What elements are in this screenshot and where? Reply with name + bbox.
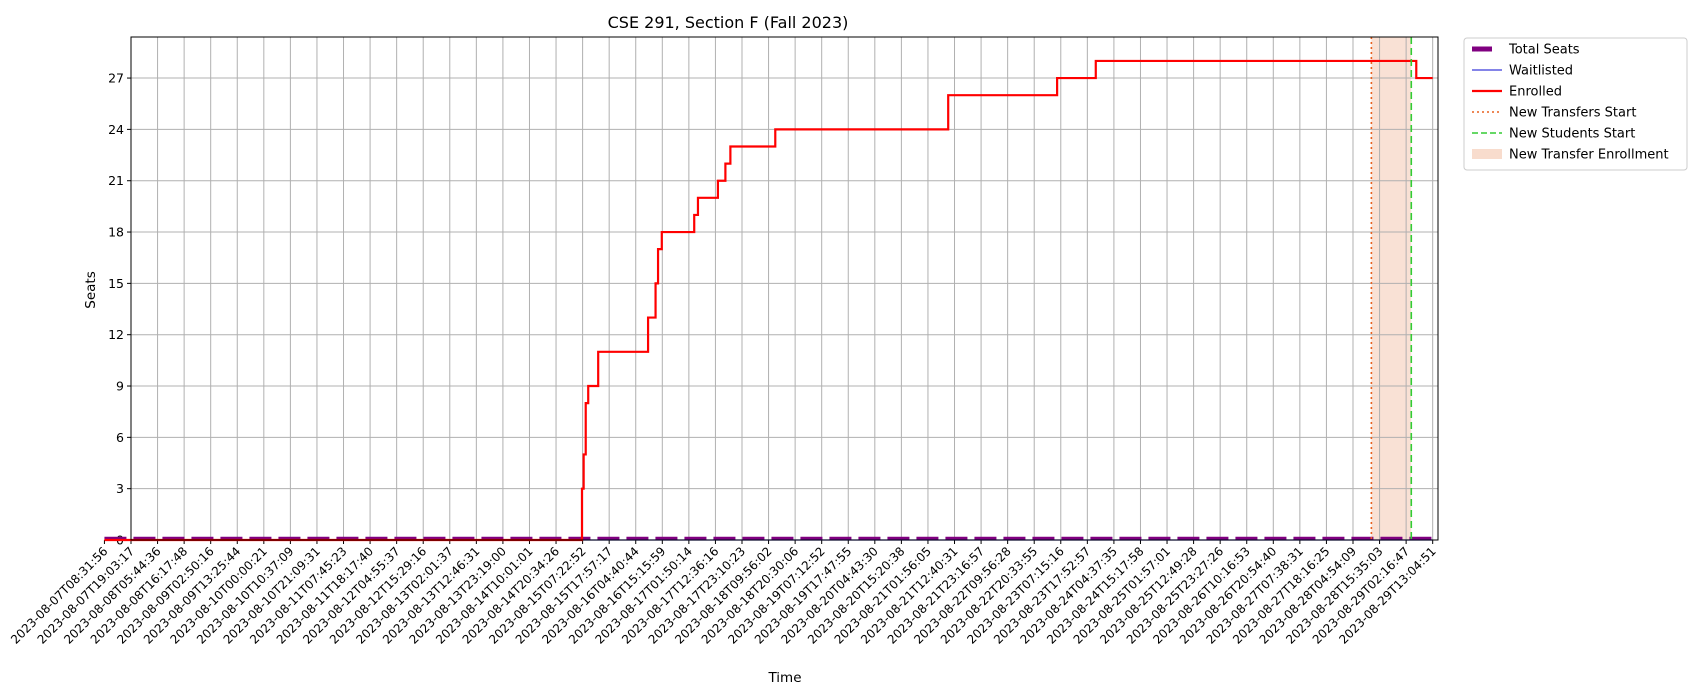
axes-frame xyxy=(130,36,1439,541)
legend-label: New Transfer Enrollment xyxy=(1509,148,1669,163)
y-tick-label: 27 xyxy=(108,71,124,86)
legend-label: Enrolled xyxy=(1509,85,1562,100)
legend-label: Waitlisted xyxy=(1509,64,1573,79)
y-tick-label: 18 xyxy=(108,225,124,240)
y-tick-label: 6 xyxy=(116,430,124,445)
y-tick-label: 9 xyxy=(116,379,124,394)
legend-label: New Transfers Start xyxy=(1509,106,1636,121)
legend-label: Total Seats xyxy=(1508,43,1580,58)
span-new-transfer-enrollment xyxy=(1371,37,1412,540)
y-tick-label: 3 xyxy=(116,481,124,496)
legend: Total Seats Waitlisted Enrolled New Transfe… xyxy=(1463,37,1688,171)
x-axis-label: Time xyxy=(767,670,801,686)
y-tick-label: 15 xyxy=(108,276,124,291)
y-axis-label: Seats xyxy=(83,271,99,308)
y-tick-label: 21 xyxy=(108,173,124,188)
series-line-enrolled xyxy=(104,59,1433,542)
legend-label: New Students Start xyxy=(1509,127,1635,142)
legend-box xyxy=(1463,37,1688,171)
plot-area: 2023-08-07T08:31:562023-08-07T19:03:1720… xyxy=(8,36,1439,647)
legend-handle xyxy=(1472,149,1502,159)
y-tick-label: 24 xyxy=(108,122,124,137)
y-tick-label: 12 xyxy=(108,327,124,342)
chart-title: CSE 291, Section F (Fall 2023) xyxy=(608,13,849,32)
